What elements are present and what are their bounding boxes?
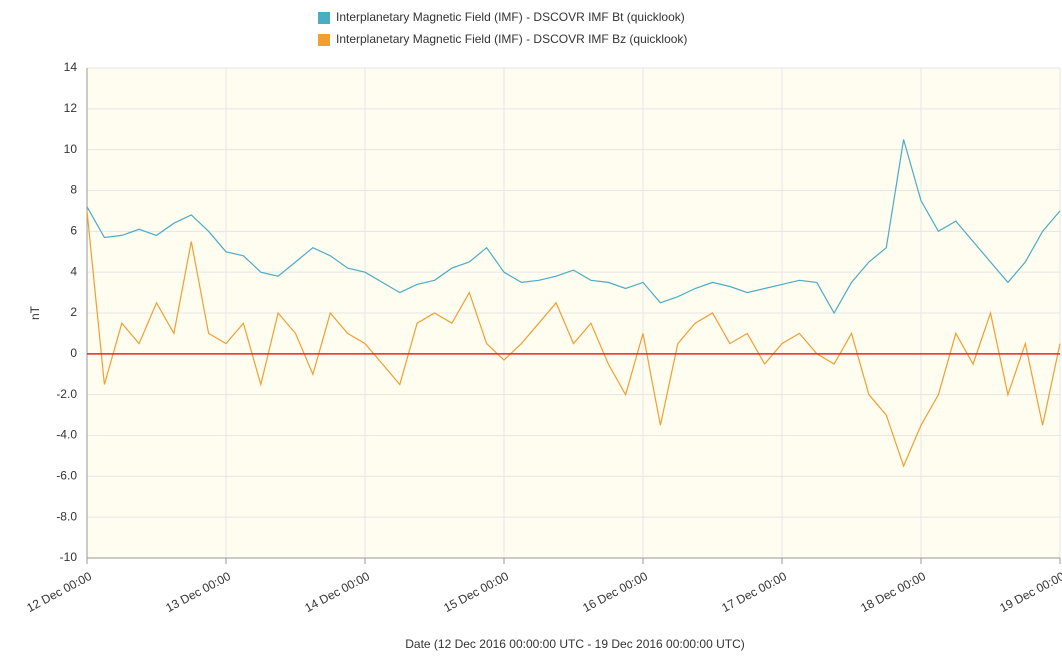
y-tick-label: 6 [70, 224, 77, 238]
series-line [86, 139, 1061, 315]
x-tick-label: 15 Dec 00:00 [441, 569, 511, 615]
x-tick-label: 19 Dec 00:00 [997, 569, 1062, 615]
x-tick-label: 17 Dec 00:00 [719, 569, 789, 615]
x-tick-label: 18 Dec 00:00 [858, 569, 928, 615]
y-tick-label: -8.0 [56, 509, 77, 523]
y-tick-label: -4.0 [56, 428, 77, 442]
y-tick-label: -6.0 [56, 469, 77, 483]
y-tick-label: -2.0 [56, 387, 77, 401]
x-tick-label: 16 Dec 00:00 [580, 569, 650, 615]
legend-swatch [318, 12, 330, 24]
x-tick-label: 12 Dec 00:00 [24, 569, 94, 615]
series-line [86, 210, 1061, 468]
y-tick-label: 8 [70, 183, 77, 197]
y-tick-label: 12 [64, 101, 78, 115]
y-tick-label: 14 [64, 60, 78, 74]
y-axis-title: nT [28, 305, 42, 320]
y-tick-label: -10 [60, 550, 78, 564]
y-tick-label: 10 [64, 142, 78, 156]
y-tick-label: 4 [70, 264, 77, 278]
x-tick-label: 14 Dec 00:00 [302, 569, 372, 615]
y-tick-label: 0 [70, 346, 77, 360]
x-tick-label: 13 Dec 00:00 [163, 569, 233, 615]
legend-label: Interplanetary Magnetic Field (IMF) - DS… [336, 32, 687, 46]
x-axis-title: Date (12 Dec 2016 00:00:00 UTC - 19 Dec … [405, 637, 745, 651]
y-tick-label: 2 [70, 305, 77, 319]
legend-label: Interplanetary Magnetic Field (IMF) - DS… [336, 10, 685, 24]
legend-swatch [318, 34, 330, 46]
